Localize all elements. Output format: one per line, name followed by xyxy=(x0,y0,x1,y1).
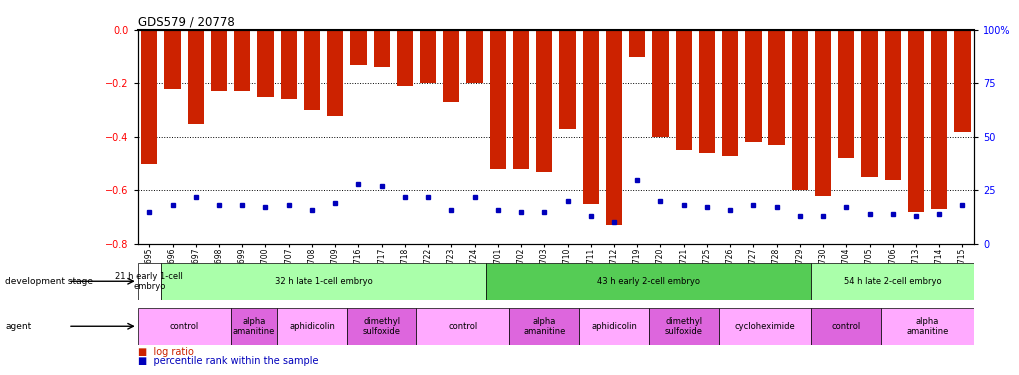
Bar xyxy=(350,30,366,65)
Text: aphidicolin: aphidicolin xyxy=(288,322,334,331)
Text: 32 h late 1-cell embryo: 32 h late 1-cell embryo xyxy=(274,277,372,286)
Text: 21 h early 1-cell
embryo: 21 h early 1-cell embryo xyxy=(115,272,183,291)
Bar xyxy=(767,30,784,145)
Bar xyxy=(304,30,320,110)
Text: GDS579 / 20778: GDS579 / 20778 xyxy=(138,16,234,29)
Bar xyxy=(536,30,552,172)
Text: development stage: development stage xyxy=(5,277,93,286)
Bar xyxy=(648,308,717,345)
Bar xyxy=(211,30,227,92)
Bar xyxy=(327,30,343,115)
Bar xyxy=(675,30,691,150)
Bar xyxy=(416,308,508,345)
Text: control: control xyxy=(169,322,199,331)
Bar xyxy=(698,30,714,153)
Bar xyxy=(187,30,204,123)
Text: dimethyl
sulfoxide: dimethyl sulfoxide xyxy=(664,316,702,336)
Text: aphidicolin: aphidicolin xyxy=(590,322,636,331)
Text: ■  percentile rank within the sample: ■ percentile rank within the sample xyxy=(138,356,318,366)
Bar xyxy=(396,30,413,86)
Text: alpha
amanitine: alpha amanitine xyxy=(523,316,565,336)
Bar xyxy=(814,30,830,196)
Text: control: control xyxy=(448,322,477,331)
Bar xyxy=(791,30,807,190)
Bar xyxy=(907,30,923,211)
Text: 43 h early 2-cell embryo: 43 h early 2-cell embryo xyxy=(597,277,700,286)
Bar xyxy=(141,30,157,164)
Bar xyxy=(954,30,970,132)
Bar xyxy=(629,30,645,57)
Bar xyxy=(486,262,811,300)
Bar xyxy=(930,30,947,209)
Bar xyxy=(466,30,482,84)
Bar xyxy=(443,30,459,102)
Text: alpha
amanitine: alpha amanitine xyxy=(232,316,275,336)
Bar xyxy=(489,30,505,169)
Text: alpha
amanitine: alpha amanitine xyxy=(906,316,948,336)
Bar xyxy=(373,30,389,68)
Text: 54 h late 2-cell embryo: 54 h late 2-cell embryo xyxy=(843,277,941,286)
Bar xyxy=(582,30,598,204)
Bar xyxy=(721,30,738,156)
Text: cycloheximide: cycloheximide xyxy=(734,322,795,331)
Text: control: control xyxy=(830,322,860,331)
Bar xyxy=(257,30,273,97)
Bar xyxy=(605,30,622,225)
Bar xyxy=(880,308,973,345)
Bar xyxy=(161,262,486,300)
Bar xyxy=(138,262,161,300)
Bar xyxy=(838,30,854,158)
Bar xyxy=(164,30,180,89)
Bar xyxy=(513,30,529,169)
Bar xyxy=(717,308,811,345)
Text: ■  log ratio: ■ log ratio xyxy=(138,347,194,357)
Bar xyxy=(745,30,761,142)
Bar xyxy=(234,30,250,92)
Bar xyxy=(420,30,436,84)
Bar xyxy=(138,308,230,345)
Text: dimethyl
sulfoxide: dimethyl sulfoxide xyxy=(363,316,400,336)
Bar xyxy=(579,308,648,345)
Bar xyxy=(861,30,876,177)
Bar xyxy=(811,308,880,345)
Bar xyxy=(508,308,579,345)
Bar xyxy=(280,30,297,99)
Bar xyxy=(346,308,416,345)
Bar xyxy=(811,262,973,300)
Bar xyxy=(230,308,277,345)
Bar xyxy=(883,30,900,180)
Text: agent: agent xyxy=(5,322,32,331)
Bar xyxy=(652,30,667,137)
Bar xyxy=(558,30,575,129)
Bar xyxy=(277,308,346,345)
